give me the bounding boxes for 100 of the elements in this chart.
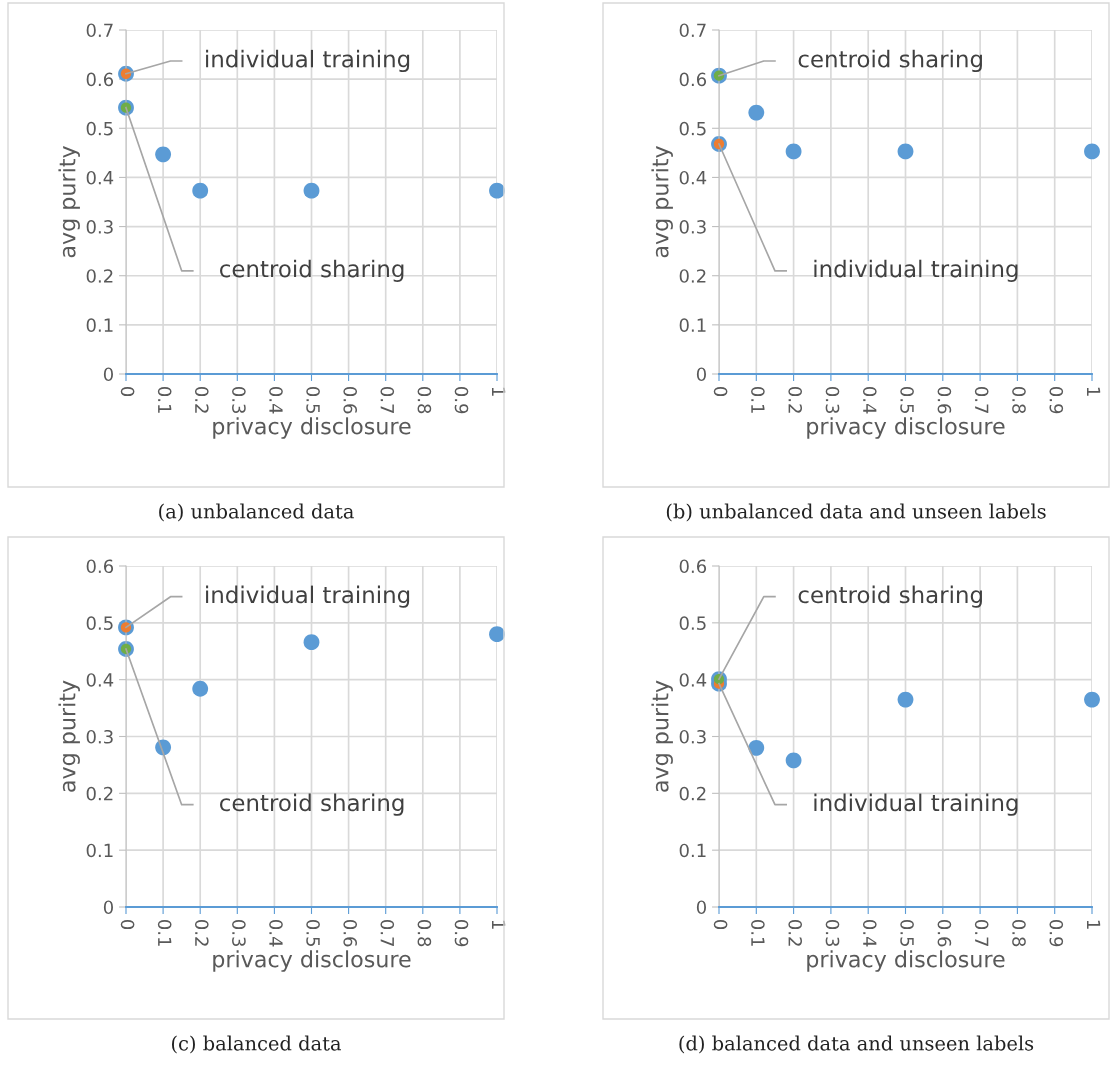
x-tick-label: 0.2 [788, 920, 803, 946]
x-tick-label: 0.7 [380, 387, 395, 413]
x-tick-label: 0.6 [343, 920, 358, 947]
y-tick-label: 0.1 [679, 318, 706, 332]
x-tick-label: 0.5 [900, 387, 914, 413]
y-tick-label: 0.3 [679, 220, 706, 234]
y-tick-label: 0.3 [86, 729, 113, 744]
x-tick-label: 1 [1087, 920, 1101, 929]
y-axis-title: avg purity [651, 680, 673, 792]
x-axis-title: privacy disclosure [807, 950, 1005, 972]
x-tick-label: 0.6 [937, 387, 952, 414]
x-tick-label: 0.7 [380, 920, 395, 946]
y-tick-label: 0.7 [86, 23, 113, 38]
x-tick-label: 0.2 [194, 387, 209, 413]
y-tick-label: 0.6 [679, 72, 707, 87]
text: centroid sharing [220, 793, 404, 816]
point [897, 143, 914, 160]
y-tick-label: 0.2 [86, 786, 113, 801]
point [303, 182, 320, 199]
x-tick-label: 0 [713, 920, 728, 930]
y-tick-label: 0.5 [86, 616, 113, 630]
x-tick-label: 0.9 [1049, 920, 1064, 947]
point [897, 691, 914, 708]
x-tick-label: 1 [492, 387, 506, 396]
point [785, 143, 802, 160]
point [785, 752, 802, 769]
x-tick-label: 0.3 [825, 387, 840, 414]
point [748, 739, 765, 756]
x-tick-label: 0.3 [232, 387, 246, 414]
point [748, 104, 765, 121]
point [489, 182, 505, 199]
x-tick-label: 0.9 [1049, 387, 1064, 414]
y-tick-label: 0.3 [679, 729, 706, 744]
y-tick-label: 0.4 [679, 673, 707, 687]
x-tick-label: 0.2 [194, 920, 209, 946]
text: (a) unbalanced data [159, 503, 354, 522]
y-tick-label: 0 [103, 900, 113, 915]
y-tick-label: 0.5 [86, 121, 113, 136]
text: (d) balanced data and unseen labels [679, 1035, 1034, 1054]
text: centroid sharing [798, 585, 982, 608]
y-axis-title: avg purity [58, 680, 80, 792]
x-tick-label: 0.1 [751, 920, 765, 946]
y-tick-label: 0.1 [679, 843, 706, 858]
y-tick-label: 0 [696, 900, 706, 915]
y-tick-label: 0.6 [86, 72, 114, 87]
y-tick-label: 0.2 [679, 269, 706, 283]
x-tick-label: 0.1 [751, 387, 765, 413]
y-tick-label: 0.1 [86, 843, 113, 858]
y-tick-label: 0.4 [86, 673, 114, 687]
x-tick-label: 0.7 [974, 387, 989, 413]
y-tick-label: 0.2 [86, 269, 113, 283]
point [303, 634, 320, 651]
y-tick-label: 0.7 [679, 23, 706, 38]
x-axis-title: privacy disclosure [213, 417, 411, 439]
text: centroid sharing [220, 259, 404, 282]
point [192, 680, 209, 697]
x-tick-label: 0 [120, 920, 135, 930]
point [489, 626, 505, 643]
x-tick-label: 0.8 [417, 387, 432, 414]
x-axis-title: privacy disclosure [213, 950, 411, 972]
text: individual training [206, 585, 410, 608]
x-tick-label: 0.9 [454, 920, 469, 947]
x-tick-label: 0.3 [825, 920, 840, 947]
x-tick-label: 0 [713, 387, 728, 397]
point [1084, 691, 1100, 708]
y-tick-label: 0.6 [679, 559, 707, 574]
text: individual training [814, 259, 1018, 282]
x-tick-label: 0.9 [454, 387, 469, 414]
x-tick-label: 0.4 [269, 387, 283, 414]
y-tick-label: 0.4 [679, 170, 707, 185]
x-tick-label: 0.4 [862, 387, 877, 414]
x-tick-label: 0.2 [788, 387, 803, 413]
point [155, 146, 172, 163]
y-axis-title: avg purity [651, 146, 673, 258]
x-tick-label: 0.5 [900, 920, 914, 946]
x-tick-label: 0 [120, 387, 135, 397]
y-tick-label: 0 [696, 367, 706, 382]
y-tick-label: 0.3 [86, 220, 113, 234]
x-tick-label: 0.1 [157, 387, 172, 413]
x-tick-label: 0.5 [306, 387, 320, 413]
x-tick-label: 1 [492, 920, 506, 929]
x-tick-label: 0.8 [1012, 920, 1026, 947]
text: centroid sharing [798, 49, 982, 73]
y-tick-label: 0.2 [679, 786, 706, 801]
x-tick-label: 0.3 [232, 920, 246, 947]
x-tick-label: 0.6 [343, 387, 358, 414]
x-axis-title: privacy disclosure [807, 417, 1005, 439]
point [1084, 143, 1100, 160]
y-tick-label: 0.6 [86, 559, 114, 574]
text: (c) balanced data [171, 1035, 341, 1054]
text: (b) unbalanced data and unseen labels [666, 503, 1046, 522]
x-tick-label: 0.4 [862, 920, 877, 947]
y-tick-label: 0.5 [679, 121, 706, 136]
text: individual training [814, 793, 1018, 816]
x-tick-label: 0.4 [269, 920, 283, 947]
y-tick-label: 0.1 [86, 318, 113, 332]
x-tick-label: 0.8 [417, 920, 432, 947]
x-tick-label: 0.6 [937, 920, 952, 947]
x-tick-label: 1 [1087, 387, 1101, 396]
text: individual training [206, 49, 410, 73]
